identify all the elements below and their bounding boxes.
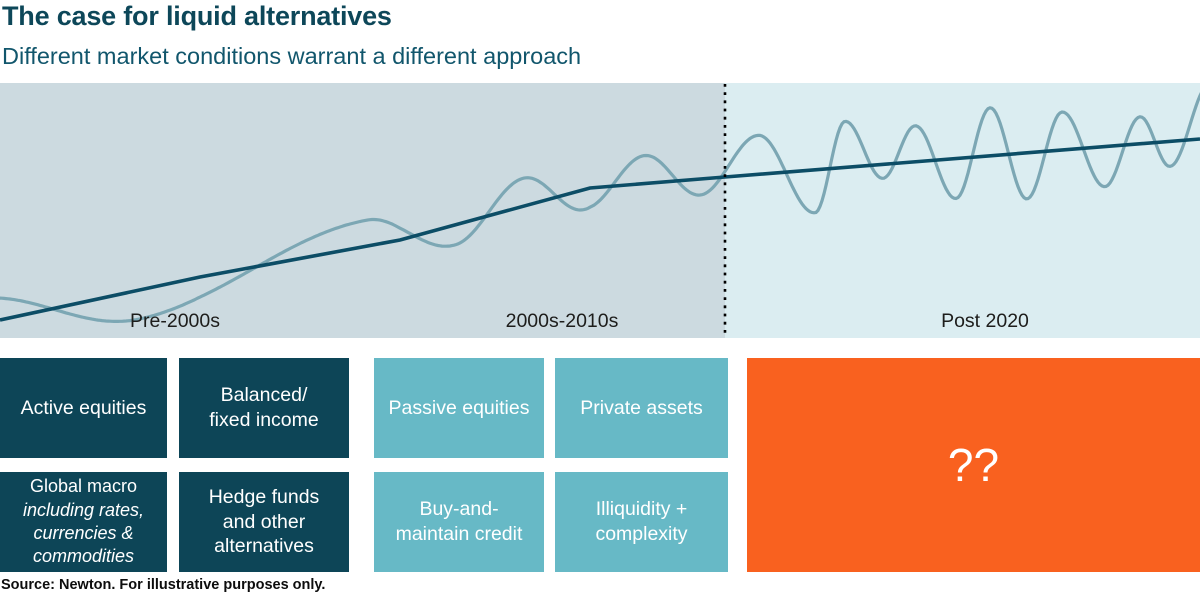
box-hedge-funds: Hedge funds and other alternatives: [179, 472, 349, 572]
pre-divider-shading: [0, 83, 725, 338]
page-title: The case for liquid alternatives: [2, 1, 392, 31]
box-label: Hedge funds and other alternatives: [208, 486, 320, 558]
box-passive-equities: Passive equities: [374, 358, 544, 458]
box-illiquidity-complexity: Illiquidity + complexity: [555, 472, 728, 572]
trend-line: [0, 137, 1200, 322]
box-active-equities: Active equities: [0, 358, 167, 458]
box-label: Global macro: [29, 476, 138, 497]
post-divider-shading: [725, 83, 1200, 338]
era-label: Pre-2000s: [130, 310, 220, 332]
box-private-assets: Private assets: [555, 358, 728, 458]
box-label: Illiquidity + complexity: [595, 498, 688, 545]
market-cycle-chart: Pre-2000s 2000s-2010s Post 2020: [0, 83, 1200, 338]
page-subtitle: Different market conditions warrant a di…: [2, 43, 582, 69]
box-label: Buy-and- maintain credit: [395, 498, 523, 545]
market-cycle-line: [0, 91, 1200, 323]
era-label: Post 2020: [941, 310, 1029, 332]
box-balanced-fixed-income: Balanced/ fixed income: [179, 358, 349, 458]
question-box-label: ??: [947, 439, 1000, 491]
box-label: Passive equities: [388, 396, 530, 419]
box-label: Balanced/ fixed income: [209, 384, 319, 431]
question-box: ??: [747, 358, 1200, 572]
source-note: Source: Newton. For illustrative purpose…: [1, 577, 326, 593]
box-label: Active equities: [20, 396, 147, 419]
box-buy-and-maintain-credit: Buy-and- maintain credit: [374, 472, 544, 572]
box-global-macro: Global macro including rates, currencies …: [0, 472, 167, 572]
box-sublabel-italic: including rates, currencies & commoditie…: [22, 499, 145, 567]
box-label: Private assets: [580, 396, 703, 419]
era-label: 2000s-2010s: [506, 310, 619, 332]
